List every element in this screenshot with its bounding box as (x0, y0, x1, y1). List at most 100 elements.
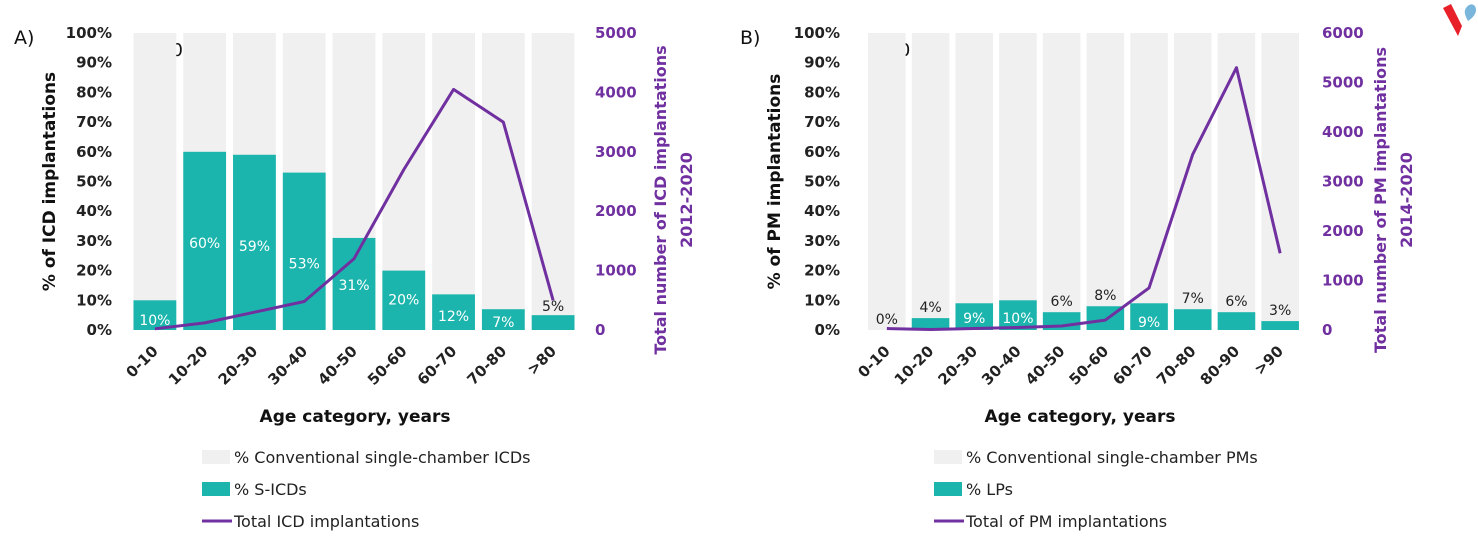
background-bar (911, 33, 950, 330)
panel-label: B) (740, 27, 760, 49)
total-implantations-line (886, 66, 1282, 332)
y-tick-label: 0% (815, 321, 840, 339)
x-tick-label: 20-30 (934, 342, 981, 389)
y-tick-label: 0% (87, 321, 112, 339)
y2-tick-label: 2000 (1322, 222, 1364, 240)
x-tick-label: 70-80 (1153, 342, 1200, 389)
y-tick-label: 20% (804, 262, 840, 280)
y2-tick-label: 2000 (595, 202, 637, 220)
y2-tick-label: 3000 (595, 143, 637, 161)
teal-bar (1130, 303, 1168, 330)
background-bar (1173, 33, 1212, 330)
background-bar (955, 33, 994, 330)
y-tick-label: 50% (804, 173, 840, 191)
data-label: 53% (289, 257, 320, 273)
data-label: 6% (1051, 294, 1073, 310)
x-tick-label: 50-60 (1066, 342, 1113, 389)
y-tick-label: 80% (76, 83, 112, 101)
x-tick-label: 80-90 (1197, 342, 1244, 389)
legend-swatch-background (934, 450, 962, 464)
y2-tick-label: 6000 (1322, 24, 1364, 42)
x-tick-label: >80 (524, 342, 560, 378)
data-label: 6% (1225, 294, 1247, 310)
background-bar (1042, 33, 1081, 330)
y-tick-label: 60% (76, 143, 112, 161)
y-axis-label: % of PM implantations (765, 74, 785, 290)
background-bar (531, 33, 575, 330)
y-tick-label: 30% (804, 232, 840, 250)
x-tick-label: 0-10 (854, 342, 893, 381)
teal-bar (531, 315, 575, 330)
y-tick-label: 100% (794, 24, 840, 42)
total-implantations-line (154, 87, 555, 331)
y-tick-label: 40% (76, 202, 112, 220)
y-tick-label: 100% (66, 24, 112, 42)
y-tick-label: 90% (76, 54, 112, 72)
teal-bar (432, 294, 475, 330)
teal-bar (1261, 321, 1299, 330)
legend-label: Total of PM implantations (965, 512, 1167, 531)
y-tick-label: 80% (804, 83, 840, 101)
y2-tick-label: 5000 (595, 24, 637, 42)
data-label: 8% (1094, 288, 1116, 304)
y2-axis-label: 2012-2020 (677, 152, 696, 248)
data-label: 10% (139, 313, 170, 329)
background-bar (481, 33, 525, 330)
x-tick-label: 40-50 (1022, 342, 1069, 389)
background-bar (1130, 33, 1168, 330)
y-axis-label: % of ICD implantations (40, 72, 60, 291)
y-tick-label: 40% (804, 202, 840, 220)
background-bar (868, 33, 906, 330)
logo-mark (1443, 4, 1462, 36)
background-bar (1217, 33, 1256, 330)
legend-swatch-teal (934, 482, 962, 496)
teal-bar (481, 309, 525, 330)
teal-bar (382, 270, 426, 330)
data-label: 0% (876, 312, 898, 328)
x-tick-label: 60-70 (1109, 342, 1156, 389)
y-tick-label: 60% (804, 143, 840, 161)
x-axis-label: Age category, years (260, 407, 451, 427)
background-bar (1086, 33, 1125, 330)
y2-tick-label: 4000 (595, 83, 637, 101)
x-tick-label: 0-10 (122, 342, 161, 381)
x-tick-label: 70-80 (464, 342, 511, 389)
legend-swatch-teal (202, 482, 230, 496)
y2-tick-label: 0 (1322, 321, 1332, 339)
data-label: 9% (963, 311, 985, 327)
x-tick-label: 10-20 (165, 342, 212, 389)
data-label: 3% (1269, 303, 1291, 319)
data-label: 7% (1182, 291, 1204, 307)
teal-bar (133, 300, 177, 330)
background-bar (1261, 33, 1299, 330)
data-label: 10% (1002, 311, 1033, 327)
data-label: 31% (338, 278, 369, 294)
x-tick-label: 30-40 (264, 342, 311, 389)
y2-tick-label: 1000 (1322, 272, 1364, 290)
x-tick-label: 20-30 (215, 342, 262, 389)
teal-bar (1217, 312, 1256, 330)
x-tick-label: 60-70 (414, 342, 461, 389)
y-tick-label: 70% (804, 113, 840, 131)
y2-tick-label: 4000 (1322, 123, 1364, 141)
data-label: 5% (542, 299, 564, 315)
data-label: 60% (189, 236, 220, 252)
y-tick-label: 70% (76, 113, 112, 131)
y-tick-label: 20% (76, 262, 112, 280)
background-bar (432, 33, 475, 330)
x-tick-label: 50-60 (364, 342, 411, 389)
y2-axis-label: Total number of PM implantations (1371, 47, 1390, 353)
data-label: 12% (438, 309, 469, 325)
y2-tick-label: 3000 (1322, 173, 1364, 191)
teal-bar (911, 318, 950, 330)
y2-tick-label: 1000 (595, 262, 637, 280)
y2-tick-label: 5000 (1322, 74, 1364, 92)
legend-label: % LPs (966, 480, 1013, 499)
logo-mark (1464, 4, 1476, 21)
teal-bar (1173, 309, 1212, 330)
legend-label: % S-ICDs (234, 480, 307, 499)
y-tick-label: 10% (804, 291, 840, 309)
y2-axis-label: 2014-2020 (1397, 152, 1416, 248)
data-label: 20% (388, 293, 419, 309)
